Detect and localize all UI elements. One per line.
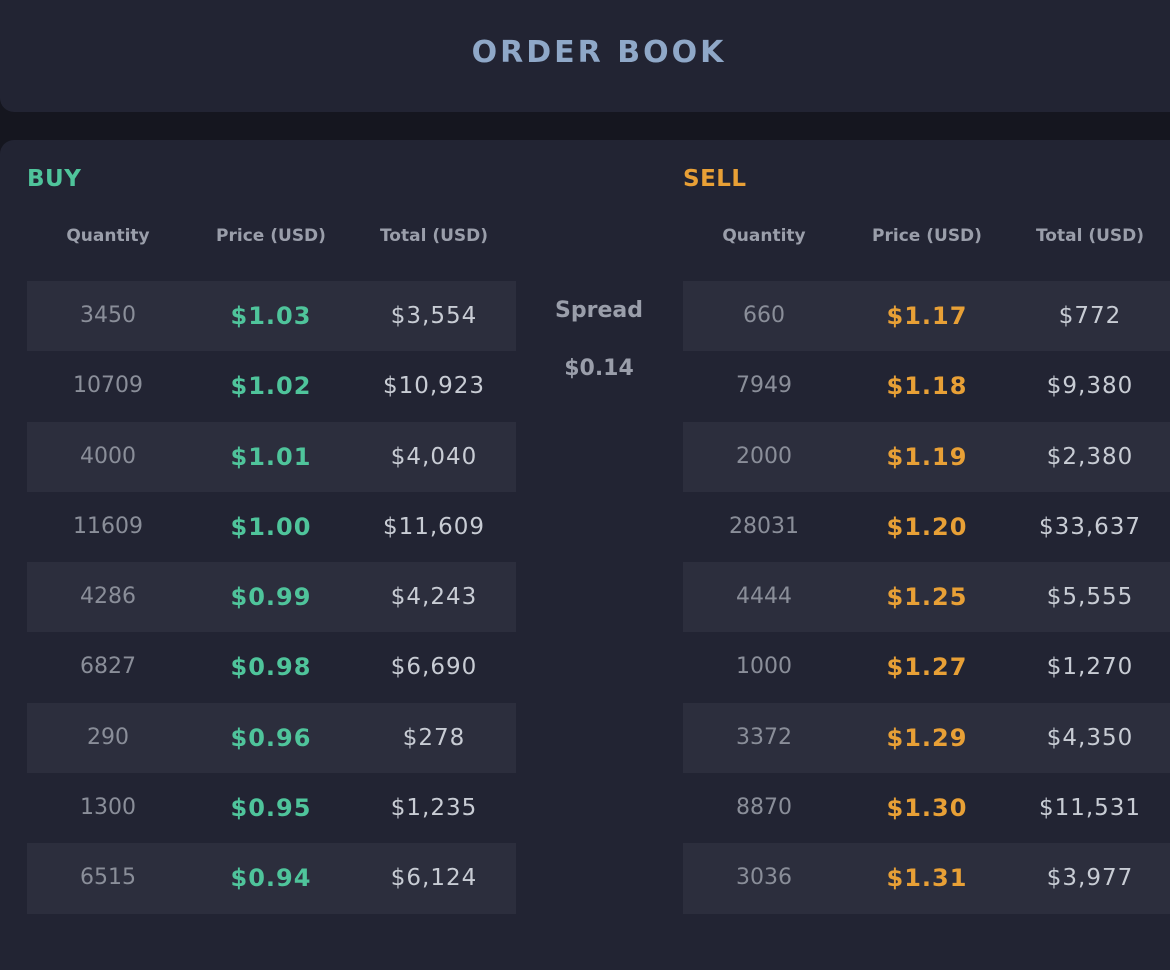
buy-price-cell: $1.02 <box>230 372 312 401</box>
spread-value: $0.14 <box>564 356 634 381</box>
buy-quantity-cell: 6827 <box>80 654 136 680</box>
sell-total-cell: $772 <box>1058 303 1122 329</box>
sell-quantity-cell: 2000 <box>736 443 792 469</box>
sell-quantity-cell: 28031 <box>729 513 799 539</box>
buy-order-row[interactable]: 3450 $1.03 $3,554 <box>27 281 516 352</box>
buy-price-cell: $0.96 <box>230 723 312 752</box>
buy-total-cell: $278 <box>402 724 466 751</box>
sell-order-row[interactable]: 8870 $1.30 $11,531 <box>683 773 1170 843</box>
sell-column-price: Price (USD) <box>872 226 982 246</box>
buy-quantity-cell: 6515 <box>80 865 136 891</box>
sell-total-cell: $1,270 <box>1046 654 1134 681</box>
sell-total-cell: $33,637 <box>1038 513 1142 540</box>
sell-column-total: Total (USD) <box>1035 226 1145 246</box>
buy-quantity-cell: 10709 <box>73 373 143 399</box>
sell-quantity-cell: 3372 <box>736 724 792 750</box>
buy-price-cell: $0.95 <box>230 794 312 823</box>
buy-price-cell: $1.01 <box>230 442 312 471</box>
order-book-panel <box>0 140 1170 970</box>
order-book-header: ORDER BOOK <box>0 0 1170 112</box>
sell-quantity-cell: 1000 <box>736 654 792 680</box>
page-title: ORDER BOOK <box>471 35 727 70</box>
buy-price-cell: $1.00 <box>230 512 312 541</box>
sell-price-cell: $1.27 <box>886 653 968 682</box>
sell-order-row[interactable]: 3036 $1.31 $3,977 <box>683 843 1170 914</box>
sell-quantity-cell: 7949 <box>736 373 792 399</box>
sell-price-cell: $1.20 <box>886 512 968 541</box>
sell-quantity-cell: 3036 <box>736 865 792 891</box>
buy-order-row[interactable]: 290 $0.96 $278 <box>27 702 516 774</box>
buy-order-list: 3450 $1.03 $3,554 10709 $1.02 $10,923 4000 $1.0… <box>27 281 516 914</box>
sell-total-cell: $4,350 <box>1046 724 1134 751</box>
sell-quantity-cell: 660 <box>743 303 785 328</box>
buy-quantity-cell: 4000 <box>80 443 136 469</box>
sell-column-quantity: Quantity <box>722 226 806 246</box>
buy-order-row[interactable]: 10709 $1.02 $10,923 <box>27 351 516 421</box>
buy-order-row[interactable]: 4000 $1.01 $4,040 <box>27 421 516 492</box>
sell-total-cell: $5,555 <box>1046 584 1134 611</box>
buy-quantity-cell: 1300 <box>80 795 136 821</box>
buy-total-cell: $6,124 <box>390 865 478 892</box>
sell-title: SELL <box>683 166 747 192</box>
buy-column-total: Total (USD) <box>379 226 489 246</box>
sell-quantity-cell: 4444 <box>736 584 792 610</box>
sell-quantity-cell: 8870 <box>736 795 792 821</box>
buy-price-cell: $0.98 <box>230 653 312 682</box>
buy-quantity-cell: 290 <box>87 724 129 750</box>
buy-total-cell: $4,040 <box>390 443 478 470</box>
buy-quantity-cell: 4286 <box>80 584 136 610</box>
sell-total-cell: $2,380 <box>1046 443 1134 470</box>
spread-label: Spread <box>555 298 643 323</box>
buy-order-row[interactable]: 11609 $1.00 $11,609 <box>27 492 516 562</box>
sell-order-row[interactable]: 3372 $1.29 $4,350 <box>683 702 1170 774</box>
sell-total-cell: $9,380 <box>1046 373 1134 400</box>
buy-order-row[interactable]: 4286 $0.99 $4,243 <box>27 562 516 633</box>
sell-order-row[interactable]: 7949 $1.18 $9,380 <box>683 351 1170 421</box>
buy-title: BUY <box>27 166 82 192</box>
buy-price-cell: $0.99 <box>230 583 312 612</box>
sell-order-row[interactable]: 1000 $1.27 $1,270 <box>683 632 1170 702</box>
buy-total-cell: $4,243 <box>390 584 478 611</box>
sell-price-cell: $1.25 <box>886 583 968 612</box>
buy-quantity-cell: 3450 <box>80 303 136 328</box>
sell-price-cell: $1.31 <box>886 864 968 893</box>
buy-total-cell: $10,923 <box>382 373 486 400</box>
buy-column-quantity: Quantity <box>66 226 150 246</box>
buy-total-cell: $1,235 <box>390 795 478 822</box>
sell-total-cell: $3,977 <box>1046 865 1134 892</box>
sell-price-cell: $1.18 <box>886 372 968 401</box>
buy-price-cell: $1.03 <box>230 302 312 330</box>
sell-price-cell: $1.19 <box>886 442 968 471</box>
sell-price-cell: $1.30 <box>886 794 968 823</box>
buy-order-row[interactable]: 1300 $0.95 $1,235 <box>27 773 516 843</box>
buy-total-cell: $3,554 <box>390 303 478 329</box>
sell-order-row[interactable]: 28031 $1.20 $33,637 <box>683 492 1170 562</box>
buy-column-price: Price (USD) <box>216 226 326 246</box>
buy-quantity-cell: 11609 <box>73 513 143 539</box>
sell-order-list: 660 $1.17 $772 7949 $1.18 $9,380 2000 $1.19 $2,3… <box>683 281 1170 914</box>
buy-order-row[interactable]: 6515 $0.94 $6,124 <box>27 843 516 914</box>
buy-total-cell: $11,609 <box>382 513 486 540</box>
sell-price-cell: $1.17 <box>886 302 968 330</box>
buy-total-cell: $6,690 <box>390 654 478 681</box>
sell-order-row[interactable]: 2000 $1.19 $2,380 <box>683 421 1170 492</box>
sell-order-row[interactable]: 4444 $1.25 $5,555 <box>683 562 1170 633</box>
buy-price-cell: $0.94 <box>230 864 312 893</box>
sell-order-row[interactable]: 660 $1.17 $772 <box>683 281 1170 352</box>
sell-total-cell: $11,531 <box>1038 795 1142 822</box>
sell-price-cell: $1.29 <box>886 723 968 752</box>
buy-order-row[interactable]: 6827 $0.98 $6,690 <box>27 632 516 702</box>
